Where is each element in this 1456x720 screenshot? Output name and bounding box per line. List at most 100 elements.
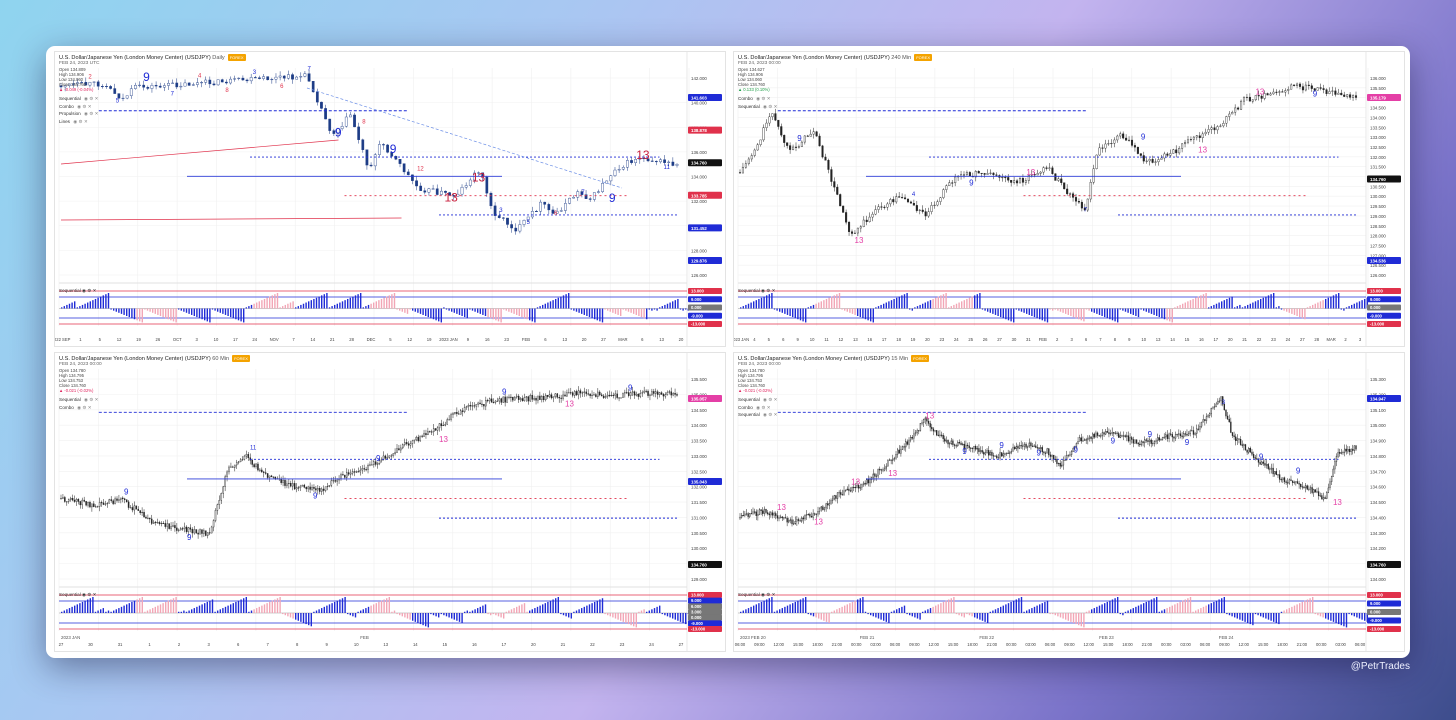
- histogram-bar: [987, 613, 989, 623]
- indicator-sequential-1[interactable]: Sequential ◉ ⚙ ✕: [738, 104, 778, 110]
- histogram-bar: [1109, 600, 1111, 613]
- indicator-sequential-2[interactable]: Sequential ◉ ⚙ ✕: [738, 412, 778, 418]
- candle-body: [286, 483, 288, 486]
- indicator-controls-icon[interactable]: ◉ ⚙ ✕: [761, 412, 778, 417]
- histogram-bar: [1176, 306, 1179, 309]
- timeframe-label[interactable]: Daily: [212, 55, 225, 61]
- candle-body: [1231, 112, 1234, 115]
- candle-body: [282, 480, 284, 483]
- histogram-bar: [909, 308, 911, 310]
- candle-body: [747, 158, 750, 164]
- candle-body: [1046, 448, 1048, 454]
- candle-body: [1142, 155, 1145, 162]
- indicator-combo-0[interactable]: Combo ◉ ⚙ ✕: [738, 96, 771, 102]
- candle-body: [1228, 113, 1231, 117]
- candle-body: [92, 81, 96, 83]
- trend-line: [60, 139, 339, 165]
- histogram-bar: [328, 307, 331, 309]
- sub-indicator-label[interactable]: Sequential ◉ ⚙ ✕: [738, 592, 776, 597]
- candle-body: [824, 156, 827, 161]
- indicator-controls-icon[interactable]: ◉ ⚙ ✕: [761, 397, 778, 402]
- histogram-bar: [966, 298, 968, 309]
- indicator-propulsion-2[interactable]: Propulsion ◉ ⚙ ✕: [59, 111, 99, 117]
- candle-body: [463, 407, 466, 412]
- indicator-controls-icon[interactable]: ◉ ⚙ ✕: [82, 96, 99, 101]
- indicator-combo-1[interactable]: Combo ◉ ⚙ ✕: [738, 405, 771, 411]
- sub-indicator-label[interactable]: Sequential ◉ ⚙ ✕: [738, 288, 776, 293]
- time-axis-label: 23: [1271, 337, 1276, 342]
- candle-body: [446, 419, 448, 425]
- histogram-bar: [568, 613, 570, 618]
- histogram-bar: [1096, 606, 1098, 613]
- sub-value-tag: [688, 321, 722, 327]
- histogram-bar: [500, 308, 502, 323]
- count-label: 9: [962, 447, 967, 456]
- histogram-bar: [253, 609, 255, 613]
- candle-body: [504, 396, 506, 403]
- indicator-controls-icon[interactable]: ◉ ⚙ ✕: [71, 118, 88, 124]
- indicator-combo-1[interactable]: Combo ◉ ⚙ ✕: [59, 104, 92, 110]
- histogram-bar: [961, 613, 963, 617]
- candle-body: [176, 527, 178, 531]
- chart-panel-15min[interactable]: 135.300 135.200 135.100 135.000 134.900 134.8…: [733, 352, 1405, 652]
- histogram-bar: [110, 308, 112, 310]
- indicator-sequential-0[interactable]: Sequential ◉ ⚙ ✕: [59, 96, 99, 102]
- timeframe-label[interactable]: 60 Min: [212, 356, 230, 362]
- histogram-bar: [776, 308, 778, 311]
- indicator-sequential-0[interactable]: Sequential ◉ ⚙ ✕: [738, 397, 778, 403]
- chart-panel-240min[interactable]: 136.000135.500135.000134.500134.000133.5…: [733, 51, 1405, 347]
- candle-body: [796, 519, 798, 522]
- time-axis-label: 17: [882, 337, 887, 342]
- candle-body: [783, 517, 785, 519]
- sub-value-tag: [1367, 609, 1401, 615]
- indicator-controls-icon[interactable]: ◉ ⚙ ✕: [82, 111, 99, 116]
- candle-body: [367, 464, 369, 470]
- candle-body: [1155, 440, 1157, 442]
- chart-panel-60min[interactable]: 135.500 135.000 134.500 134.000 133.500 133.0…: [54, 352, 726, 652]
- candle-body: [768, 116, 771, 124]
- indicator-controls-icon[interactable]: ◉ ⚙ ✕: [75, 103, 92, 109]
- indicator-controls-icon[interactable]: ◉ ⚙ ✕: [82, 397, 99, 402]
- indicator-sequential-0[interactable]: Sequential ◉ ⚙ ✕: [59, 397, 99, 403]
- candle-body: [597, 191, 600, 193]
- indicator-controls-icon[interactable]: ◉ ⚙ ✕: [761, 103, 778, 109]
- chart-canvas[interactable]: 142.000140.000138.000136.000134.000132.0…: [55, 52, 725, 346]
- price-axis-label: 135.300: [1370, 377, 1386, 382]
- indicator-lines-3[interactable]: Lines ◉ ⚙ ✕: [59, 119, 88, 125]
- indicator-combo-1[interactable]: Combo ◉ ⚙ ✕: [59, 405, 92, 411]
- sub-indicator-label[interactable]: Sequential ◉ ⚙ ✕: [59, 288, 97, 293]
- timeframe-label[interactable]: 15 Min: [891, 356, 909, 362]
- chart-canvas[interactable]: 135.300135.200135.100135.000134.900134.8…: [734, 353, 1404, 651]
- candle-body: [521, 398, 524, 402]
- candle-body: [980, 172, 983, 174]
- histogram-bar: [300, 613, 302, 622]
- histogram-bar: [552, 300, 554, 309]
- candle-body: [1069, 454, 1071, 456]
- candle-body: [1339, 452, 1341, 454]
- candle-body: [488, 398, 491, 402]
- histogram-bar: [482, 605, 484, 613]
- indicator-controls-icon[interactable]: ◉ ⚙ ✕: [754, 404, 771, 410]
- chart-canvas[interactable]: 136.000135.500135.000134.500134.000133.5…: [734, 52, 1404, 346]
- candle-body: [268, 475, 271, 478]
- candle-body: [517, 395, 520, 400]
- forex-badge: FOREX: [911, 355, 929, 362]
- histogram-bar: [768, 294, 770, 309]
- histogram-bar: [61, 307, 63, 309]
- histogram-bar: [786, 605, 789, 613]
- indicator-controls-icon[interactable]: ◉ ⚙ ✕: [754, 96, 771, 101]
- candle-body: [151, 518, 153, 524]
- time-axis-label: 19: [911, 337, 916, 342]
- chart-canvas[interactable]: 135.500135.000134.500134.000133.500133.0…: [55, 353, 725, 651]
- chart-panel-daily[interactable]: 142.000140.000138.000136.000134.000132.0…: [54, 51, 726, 347]
- timeframe-label[interactable]: 240 Min: [891, 55, 912, 61]
- indicator-controls-icon[interactable]: ◉ ⚙ ✕: [75, 404, 92, 410]
- histogram-bar: [414, 613, 416, 622]
- sub-indicator-label[interactable]: Sequential ◉ ⚙ ✕: [59, 592, 97, 597]
- count-label: 5: [116, 98, 120, 104]
- candle-body: [1319, 87, 1322, 89]
- histogram-bar: [841, 606, 843, 613]
- histogram-bar: [1327, 297, 1329, 309]
- candle-body: [1287, 89, 1290, 91]
- candle-body: [1075, 443, 1078, 447]
